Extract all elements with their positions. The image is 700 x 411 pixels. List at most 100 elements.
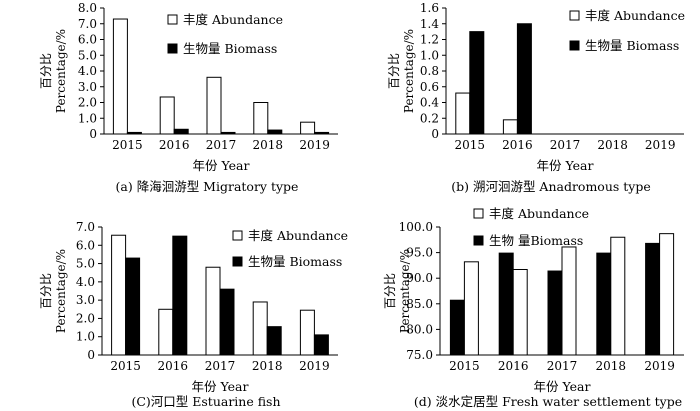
panel-caption: (a) 降海洄游型 Migratory type bbox=[116, 179, 299, 194]
legend-swatch-biomass bbox=[232, 256, 243, 267]
bar-biomass-2016 bbox=[516, 23, 532, 135]
y-tick-label: 4.0 bbox=[76, 275, 95, 289]
y-tick-label: 7.0 bbox=[76, 220, 95, 234]
y-axis-title-en: Percentage/% bbox=[54, 29, 68, 113]
chart-panel-d: 75.0 80.0 85.0 90.0 95.0 100.0 2015 2016 2017 201… bbox=[383, 206, 684, 409]
bar-biomass-2017 bbox=[547, 270, 563, 356]
x-tick-label: 2015 bbox=[112, 138, 143, 152]
y-tick-label: 6.0 bbox=[78, 33, 97, 47]
x-tick-label: 2015 bbox=[449, 359, 480, 373]
x-tick-label: 2018 bbox=[253, 138, 284, 152]
y-axis-title-cn: 百分比 bbox=[387, 53, 401, 89]
y-tick-label: 0 bbox=[89, 127, 97, 141]
y-tick-label: 1.0 bbox=[78, 111, 97, 125]
bar-biomass-2015 bbox=[449, 299, 465, 356]
x-tick-label: 2019 bbox=[644, 359, 675, 373]
y-tick-label: 90.0 bbox=[406, 271, 433, 285]
bar-biomass-2016 bbox=[172, 235, 188, 356]
chart-panel-c: 0 1.0 2.0 3.0 4.0 5.0 6.0 7.0 2015 2016 2017 2018 20… bbox=[39, 220, 348, 409]
chart-panel-b: 0 0.20.4 0.6 0.8 1.01.2 1.4 1.6 2015 2016 2017 201… bbox=[387, 1, 685, 194]
x-axis-title: 年份 Year bbox=[537, 158, 594, 173]
bar-abundance-2015 bbox=[455, 92, 471, 135]
y-tick-label: 0 bbox=[431, 127, 439, 141]
bar-abundance-2017 bbox=[206, 76, 222, 135]
bar-abundance-2018 bbox=[252, 301, 268, 356]
bar-biomass-2019 bbox=[314, 131, 330, 135]
legend-label: 生物量 Biomass bbox=[183, 41, 277, 56]
y-tick-label: 1.4 bbox=[420, 17, 439, 31]
bar-abundance-2016 bbox=[502, 119, 518, 135]
legend-label: 丰度 Abundance bbox=[585, 8, 685, 23]
y-tick-label: 100.0 bbox=[399, 220, 433, 234]
y-tick-label: 2.0 bbox=[78, 96, 97, 110]
y-tick-label: 95.0 bbox=[406, 246, 433, 260]
bar-abundance-2016 bbox=[512, 268, 528, 356]
legend-label: 生物量 Biomass bbox=[248, 254, 342, 269]
y-tick-label: 1.6 bbox=[420, 1, 439, 15]
legend-swatch-biomass bbox=[569, 40, 580, 51]
y-tick-label: 0.8 bbox=[420, 64, 439, 78]
bar-abundance-2019 bbox=[299, 309, 315, 356]
x-tick-label: 2019 bbox=[299, 359, 330, 373]
y-tick-label: 2.0 bbox=[76, 311, 95, 325]
bar-abundance-2018 bbox=[610, 236, 626, 356]
bar-biomass-2016 bbox=[173, 128, 189, 135]
y-tick-label: 0.6 bbox=[420, 80, 439, 94]
bar-abundance-2017 bbox=[561, 246, 577, 356]
bar-biomass-2018 bbox=[266, 326, 282, 356]
legend-label: 生物量 Biomass bbox=[585, 38, 679, 53]
y-axis-title-cn: 百分比 bbox=[39, 273, 53, 309]
y-tick-label: 85.0 bbox=[406, 297, 433, 311]
chart-panel-a: 0 1.02.0 3.0 4.0 5.06.0 7.0 8.0 2015 2016 2017 201… bbox=[39, 1, 338, 194]
legend-swatch-abundance bbox=[232, 230, 243, 241]
bar-abundance-2015 bbox=[111, 234, 127, 356]
x-tick-label: 2016 bbox=[502, 138, 533, 152]
bar-abundance-2016 bbox=[159, 96, 175, 135]
bar-abundance-2019 bbox=[300, 121, 316, 135]
y-tick-label: 75.0 bbox=[406, 348, 433, 362]
legend-swatch-abundance bbox=[473, 208, 484, 219]
legend-label: 丰度 Abundance bbox=[183, 12, 283, 27]
y-tick-label: 0.2 bbox=[420, 111, 439, 125]
bar-biomass-2015 bbox=[469, 31, 485, 135]
x-tick-label: 2018 bbox=[252, 359, 283, 373]
y-tick-label: 6.0 bbox=[76, 238, 95, 252]
legend-swatch-biomass bbox=[167, 43, 178, 54]
y-tick-label: 7.0 bbox=[78, 17, 97, 31]
y-tick-label: 1.2 bbox=[420, 33, 439, 47]
bar-biomass-2019 bbox=[313, 334, 329, 356]
y-tick-label: 0 bbox=[87, 348, 95, 362]
x-tick-label: 2018 bbox=[596, 359, 627, 373]
y-tick-label: 4.0 bbox=[78, 64, 97, 78]
panel-caption: (b) 溯河洄游型 Anadromous type bbox=[451, 179, 651, 194]
y-tick-label: 5.0 bbox=[78, 48, 97, 62]
bar-biomass-2019 bbox=[645, 242, 661, 356]
x-tick-label: 2017 bbox=[550, 138, 581, 152]
bar-biomass-2015 bbox=[125, 257, 141, 356]
legend-swatch-abundance bbox=[569, 10, 580, 21]
bar-biomass-2016 bbox=[498, 252, 514, 356]
x-tick-label: 2015 bbox=[455, 138, 486, 152]
y-tick-label: 3.0 bbox=[76, 293, 95, 307]
y-axis-title-en: Percentage/% bbox=[398, 249, 412, 333]
y-axis-title-cn: 百分比 bbox=[383, 273, 397, 309]
y-tick-label: 80.0 bbox=[406, 322, 433, 336]
x-axis-title: 年份 Year bbox=[534, 379, 591, 394]
bar-biomass-2018 bbox=[267, 129, 283, 135]
x-tick-label: 2017 bbox=[206, 138, 237, 152]
bar-biomass-2017 bbox=[220, 131, 236, 135]
bar-abundance-2015 bbox=[112, 18, 128, 135]
y-tick-label: 5.0 bbox=[76, 257, 95, 271]
x-tick-label: 2017 bbox=[547, 359, 578, 373]
bar-abundance-2017 bbox=[205, 266, 221, 356]
y-axis-title-en: Percentage/% bbox=[402, 29, 416, 113]
x-tick-label: 2017 bbox=[205, 359, 236, 373]
y-tick-label: 3.0 bbox=[78, 80, 97, 94]
legend-swatch-biomass bbox=[473, 235, 484, 246]
panel-caption: (d) 淡水定居型 Fresh water settlement type bbox=[414, 394, 682, 409]
bar-abundance-2019 bbox=[659, 233, 675, 356]
y-tick-label: 0.4 bbox=[420, 96, 439, 110]
bar-abundance-2016 bbox=[158, 308, 174, 356]
x-tick-label: 2016 bbox=[498, 359, 529, 373]
